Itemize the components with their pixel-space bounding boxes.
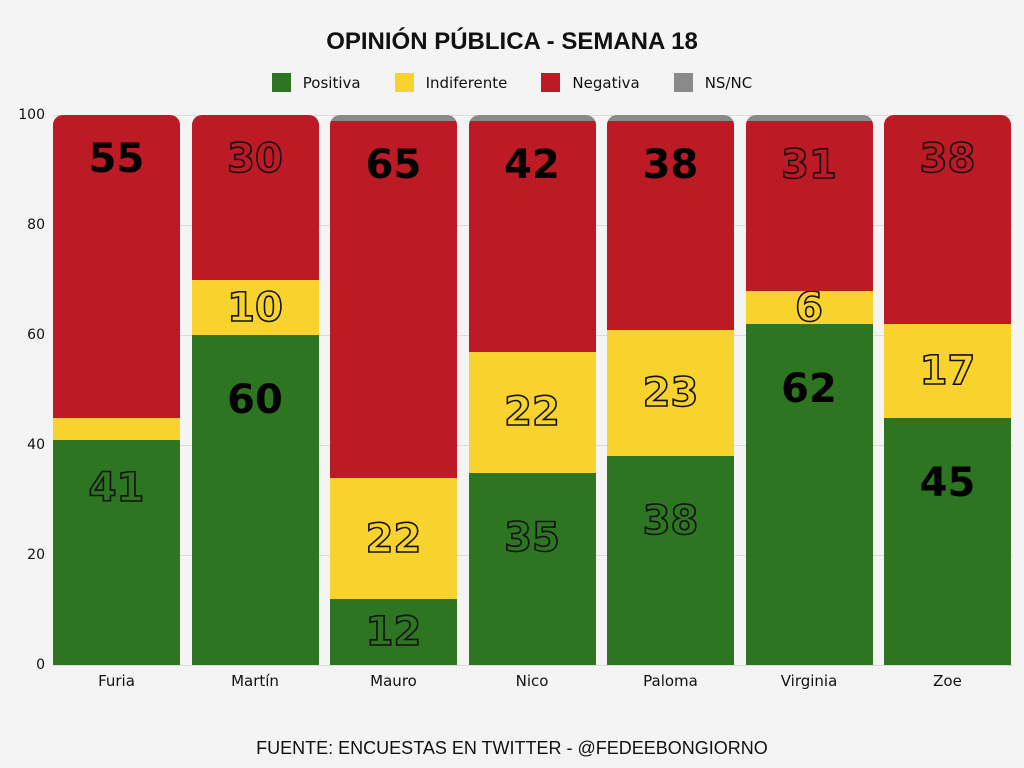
data-label: 12 bbox=[365, 609, 422, 655]
bar-nico: 35 22 42 bbox=[468, 115, 596, 665]
data-label: 17 bbox=[919, 347, 976, 394]
segment-nsnc bbox=[607, 115, 734, 121]
segment-negativa: 38 bbox=[607, 120, 734, 330]
segment-positiva: 38 bbox=[607, 456, 734, 665]
data-label: 30 bbox=[226, 136, 283, 182]
segment-indiferente: 17 bbox=[884, 324, 1011, 418]
y-tick-label: 100 bbox=[18, 107, 45, 123]
data-label: 60 bbox=[227, 377, 283, 423]
segment-negativa: 31 bbox=[745, 120, 873, 291]
segment-positiva: 45 bbox=[884, 417, 1011, 665]
segment-indiferente: 6 bbox=[745, 287, 873, 328]
data-label: 35 bbox=[503, 514, 560, 561]
y-tick-label: 80 bbox=[27, 217, 45, 233]
legend-item-indiferente: Indiferente bbox=[394, 73, 508, 92]
y-tick-label: 40 bbox=[27, 437, 45, 453]
data-label: 22 bbox=[365, 515, 422, 562]
segment-nsnc bbox=[330, 115, 457, 121]
x-tick-label: Nico bbox=[515, 672, 549, 690]
legend-item-nsnc: NS/NC bbox=[673, 73, 753, 92]
legend-label: NS/NC bbox=[704, 73, 753, 92]
data-label: 22 bbox=[503, 389, 560, 435]
data-label: 62 bbox=[781, 366, 837, 412]
legend-label: Negativa bbox=[572, 73, 640, 92]
data-label: 31 bbox=[780, 141, 837, 188]
data-label: 55 bbox=[88, 136, 145, 182]
legend-swatch-positiva bbox=[271, 73, 291, 92]
segment-positiva: 12 bbox=[330, 599, 457, 665]
bar-virginia: 62 6 31 bbox=[745, 115, 873, 665]
segment-nsnc bbox=[745, 115, 873, 121]
legend-item-positiva: Positiva bbox=[271, 73, 361, 92]
x-tick-label: Zoe bbox=[933, 672, 962, 690]
data-label: 41 bbox=[88, 464, 145, 511]
segment-negativa: 38 bbox=[884, 115, 1011, 324]
x-tick-label: Paloma bbox=[643, 672, 698, 690]
y-tick-label: 60 bbox=[27, 327, 45, 343]
x-tick-label: Furia bbox=[98, 672, 135, 690]
segment-negativa: 65 bbox=[330, 120, 457, 478]
segment-negativa: 30 bbox=[191, 115, 319, 280]
legend-item-negativa: Negativa bbox=[541, 73, 640, 92]
legend-swatch-nsnc bbox=[673, 73, 693, 92]
segment-positiva: 41 bbox=[53, 439, 180, 665]
segment-positiva: 35 bbox=[468, 472, 596, 665]
data-label: 38 bbox=[919, 136, 976, 182]
bar-zoe: 45 17 38 bbox=[884, 115, 1011, 665]
data-label: 6 bbox=[794, 284, 823, 331]
chart-title: OPINIÓN PÚBLICA - SEMANA 18 bbox=[326, 28, 698, 55]
data-label: 10 bbox=[226, 284, 283, 331]
segment-negativa: 42 bbox=[468, 120, 596, 352]
source-footer: FUENTE: ENCUESTAS EN TWITTER - @FEDEEBON… bbox=[256, 738, 768, 758]
segment-indiferente: 22 bbox=[330, 478, 457, 599]
segment-indiferente bbox=[53, 417, 180, 440]
bar-martín: 60 10 30 bbox=[191, 115, 319, 665]
legend-swatch-negativa bbox=[541, 73, 561, 92]
bar-furia: 41 55 bbox=[53, 115, 180, 665]
y-tick-label: 0 bbox=[36, 657, 45, 673]
data-label: 45 bbox=[919, 459, 976, 506]
x-tick-label: Martín bbox=[231, 672, 279, 690]
legend: Positiva Indiferente Negativa NS/NC bbox=[0, 73, 1024, 92]
segment-indiferente: 22 bbox=[468, 351, 596, 473]
legend-label: Positiva bbox=[302, 73, 361, 92]
y-tick-label: 20 bbox=[27, 547, 45, 563]
segment-indiferente: 10 bbox=[191, 280, 319, 335]
segment-nsnc bbox=[468, 115, 596, 121]
plot-area: 0 20 40 60 80 100 41 55 60 10 30 12 22 65 35 22 42 38 23 38… bbox=[18, 107, 1013, 673]
data-label: 65 bbox=[365, 141, 422, 188]
data-label: 23 bbox=[642, 369, 699, 416]
data-label: 38 bbox=[642, 498, 699, 544]
segment-positiva: 60 bbox=[191, 335, 319, 665]
legend-swatch-indiferente bbox=[394, 73, 414, 92]
segment-positiva: 62 bbox=[745, 324, 873, 665]
segment-indiferente: 23 bbox=[607, 329, 734, 456]
data-label: 42 bbox=[504, 141, 560, 188]
data-label: 38 bbox=[642, 141, 699, 188]
bar-paloma: 38 23 38 bbox=[607, 115, 734, 665]
bar-mauro: 12 22 65 bbox=[330, 115, 457, 665]
gridline bbox=[53, 665, 1013, 666]
legend-label: Indiferente bbox=[425, 73, 508, 92]
x-tick-label: Virginia bbox=[780, 672, 838, 690]
segment-negativa: 55 bbox=[53, 115, 180, 418]
x-tick-label: Mauro bbox=[370, 672, 417, 690]
